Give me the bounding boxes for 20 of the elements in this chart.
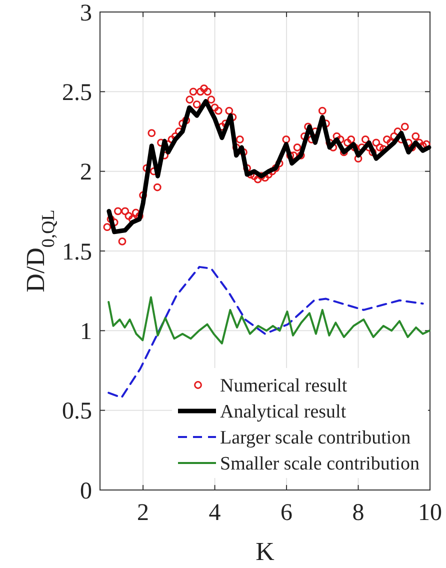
legend-label: Numerical result [220,376,348,397]
y-tick-label: 0 [80,478,92,504]
x-tick-label: 6 [280,500,293,526]
y-tick-label: 2 [80,160,92,186]
legend-label: Analytical result [220,402,347,423]
legend-label: Larger scale contribution [220,428,412,449]
x-tick-label: 10 [418,500,442,526]
x-tick-label: 8 [352,500,364,526]
x-tick-label: 2 [137,500,150,526]
y-tick-label: 1.5 [62,239,92,266]
y-tick-label: 1 [80,319,92,346]
x-tick-label: 4 [208,500,221,526]
legend-label: Smaller scale contribution [220,454,420,475]
x-axis-title: K [256,537,275,566]
line-series [106,98,432,234]
line-series [108,266,424,399]
line-series [108,296,430,344]
y-tick-label: 2.5 [62,80,92,106]
y-tick-label: 0.5 [62,398,92,425]
y-tick-label: 3 [80,0,92,26]
